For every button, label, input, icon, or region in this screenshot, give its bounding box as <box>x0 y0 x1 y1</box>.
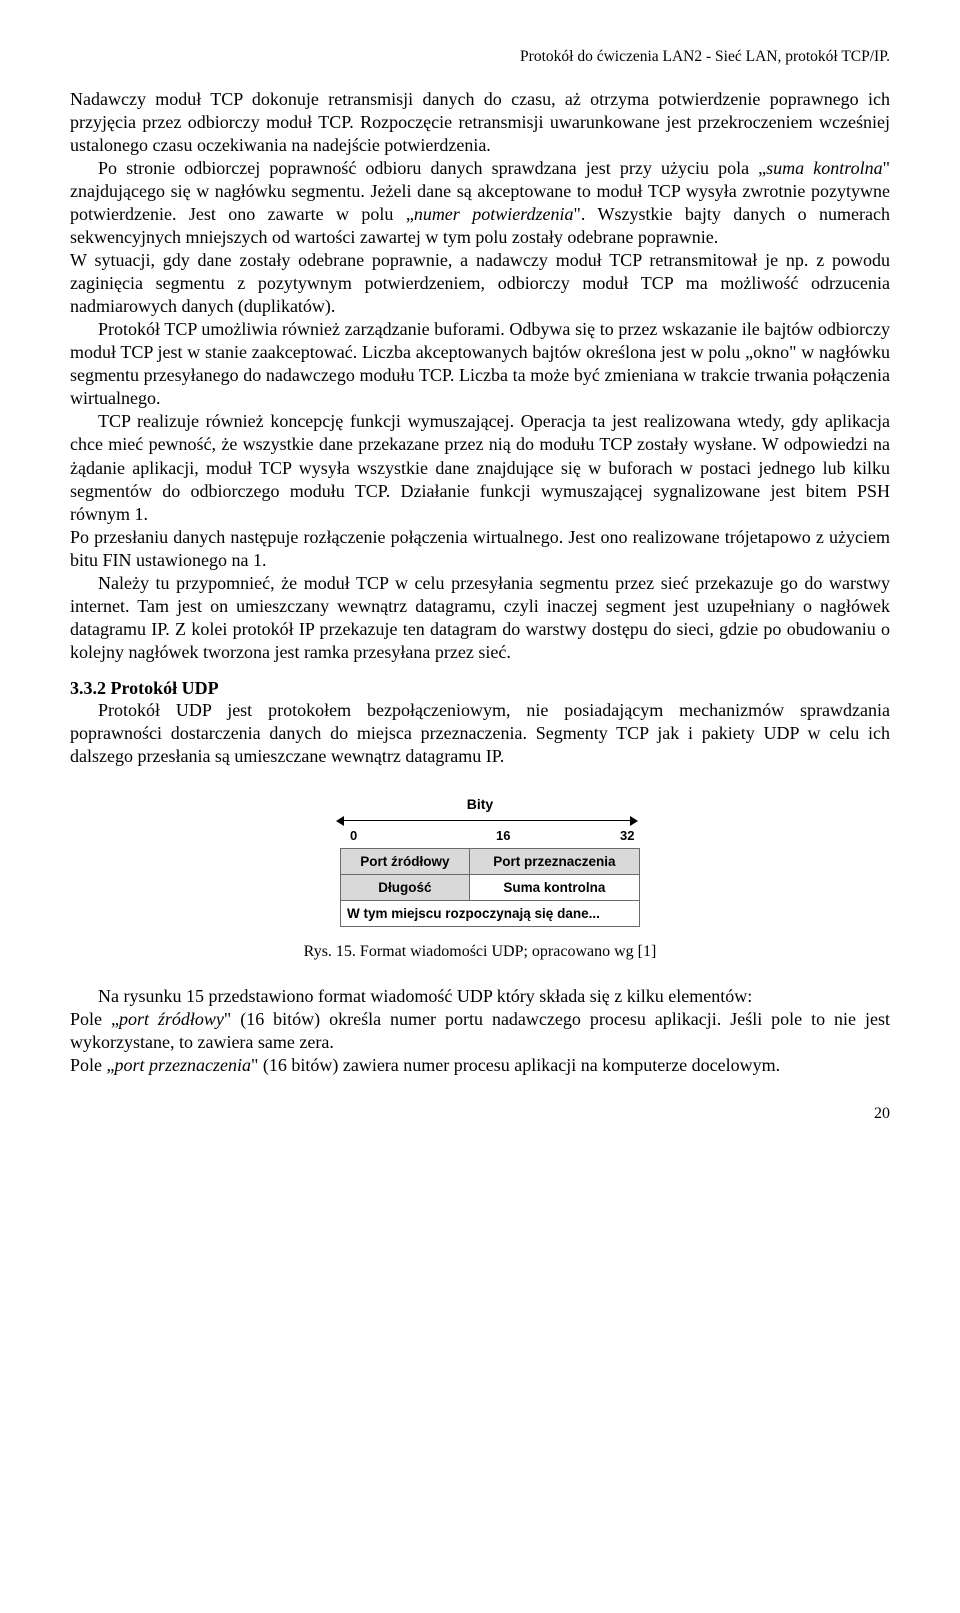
bity-label: Bity <box>300 796 660 812</box>
arrow-line <box>342 820 632 821</box>
p2-text-a: Po stronie odbiorczej poprawność odbioru… <box>98 158 766 178</box>
p11-text-b: " (16 bitów) zawiera numer procesu aplik… <box>251 1055 780 1075</box>
p11-text-a: Pole „ <box>70 1055 115 1075</box>
paragraph-11: Pole „port przeznaczenia" (16 bitów) zaw… <box>70 1054 890 1077</box>
page-number: 20 <box>70 1105 890 1123</box>
arrow-right-icon <box>630 816 638 826</box>
bit-ticks: 0 16 32 <box>300 828 660 848</box>
tick-16: 16 <box>496 828 510 843</box>
paragraph-3: W sytuacji, gdy dane zostały odebrane po… <box>70 249 890 318</box>
paragraph-1: Nadawczy moduł TCP dokonuje retransmisji… <box>70 88 890 157</box>
page-header: Protokół do ćwiczenia LAN2 - Sieć LAN, p… <box>70 48 890 66</box>
p2-italic-1: suma kontrolna <box>766 158 882 178</box>
figure-caption: Rys. 15. Format wiadomości UDP; opracowa… <box>70 943 890 961</box>
paragraph-8: Protokół UDP jest protokołem bezpołączen… <box>70 699 890 768</box>
p10-italic: port źródłowy <box>119 1009 224 1029</box>
tick-32: 32 <box>620 828 634 843</box>
p11-italic: port przeznaczenia <box>115 1055 252 1075</box>
cell-source-port: Port źródłowy <box>341 848 470 874</box>
arrow-left-icon <box>336 816 344 826</box>
paragraph-6: Po przesłaniu danych następuje rozłączen… <box>70 526 890 572</box>
section-heading-udp: 3.3.2 Protokół UDP <box>70 678 890 699</box>
page: Protokół do ćwiczenia LAN2 - Sieć LAN, p… <box>0 0 960 1163</box>
bit-width-arrow <box>300 814 660 828</box>
tick-0: 0 <box>350 828 357 843</box>
cell-dest-port: Port przeznaczenia <box>469 848 639 874</box>
paragraph-4: Protokół TCP umożliwia również zarządzan… <box>70 318 890 410</box>
paragraph-9: Na rysunku 15 przedstawiono format wiado… <box>70 985 890 1008</box>
udp-header-table: Port źródłowy Port przeznaczenia Długość… <box>340 848 640 927</box>
paragraph-7: Należy tu przypomnieć, że moduł TCP w ce… <box>70 572 890 664</box>
paragraph-10: Pole „port źródłowy" (16 bitów) określa … <box>70 1008 890 1054</box>
p10-text-a: Pole „ <box>70 1009 119 1029</box>
paragraph-5: TCP realizuje również koncepcję funkcji … <box>70 410 890 525</box>
p2-italic-2: numer potwierdzenia <box>414 204 574 224</box>
cell-data: W tym miejscu rozpoczynają się dane... <box>341 900 640 926</box>
udp-diagram: Bity 0 16 32 Port źródłowy Port przeznac… <box>300 796 660 927</box>
cell-checksum: Suma kontrolna <box>469 874 639 900</box>
cell-length: Długość <box>341 874 470 900</box>
paragraph-2: Po stronie odbiorczej poprawność odbioru… <box>70 157 890 249</box>
